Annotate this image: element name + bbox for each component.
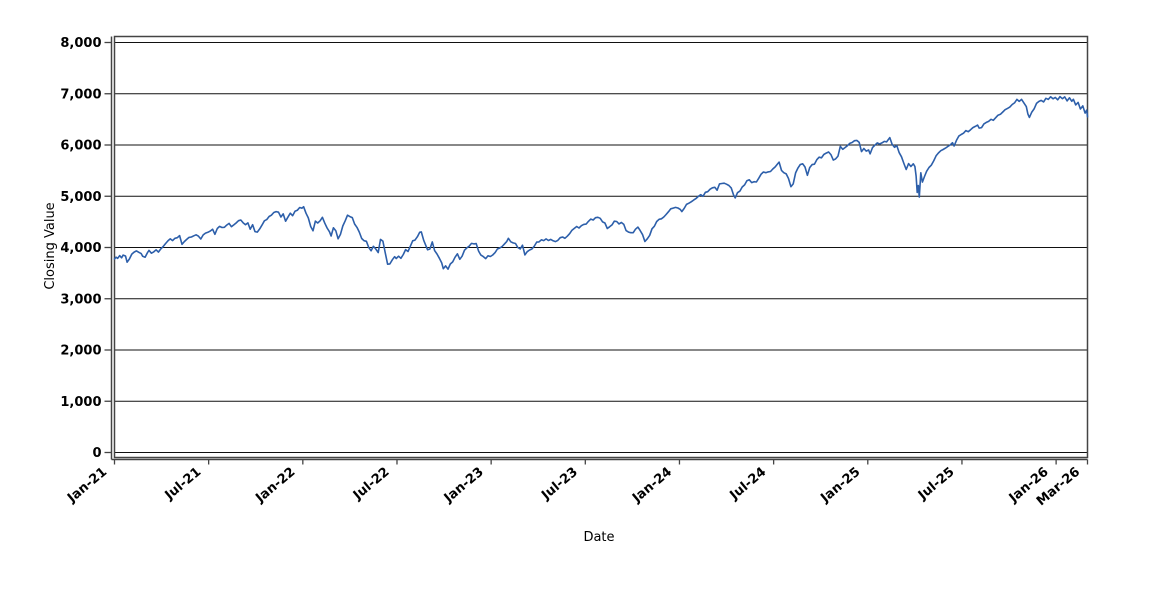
x-axis-title: Date	[583, 530, 614, 545]
y-axis-title: Closing Value	[43, 202, 58, 289]
y-tick-label: 7,000	[60, 87, 101, 102]
y-tick-label: 2,000	[60, 344, 101, 359]
x-tick-label: Jul-24	[727, 465, 770, 504]
x-tick-label: Jan-22	[252, 465, 298, 507]
x-tick-label: Jul-22	[350, 465, 393, 504]
plot-layer: 0 1,000 2,000 3,000 4,000 5,000 6,000 7,000 8,00…	[60, 35, 1089, 509]
y-tick-label: 0	[92, 446, 101, 461]
x-tick-label: Jan-25	[817, 465, 863, 507]
x-tick-label: Jul-23	[538, 465, 581, 504]
y-tick-label: 6,000	[60, 139, 101, 154]
plot-border	[113, 35, 1089, 459]
closing-value-line	[113, 95, 1089, 270]
y-tick-label: 4,000	[60, 241, 101, 256]
y-tick-label: 1,000	[60, 395, 101, 410]
x-tick-label: Jan-24	[629, 465, 675, 507]
x-tick-label: Jan-21	[64, 465, 110, 507]
y-tick-label: 8,000	[60, 36, 101, 51]
y-tick-label: 5,000	[60, 190, 101, 205]
x-tick-label: Jan-23	[441, 465, 487, 507]
x-tick-label: Jul-25	[915, 465, 958, 504]
y-tick-label: 3,000	[60, 292, 101, 307]
x-tick-label: Jul-21	[162, 465, 205, 504]
